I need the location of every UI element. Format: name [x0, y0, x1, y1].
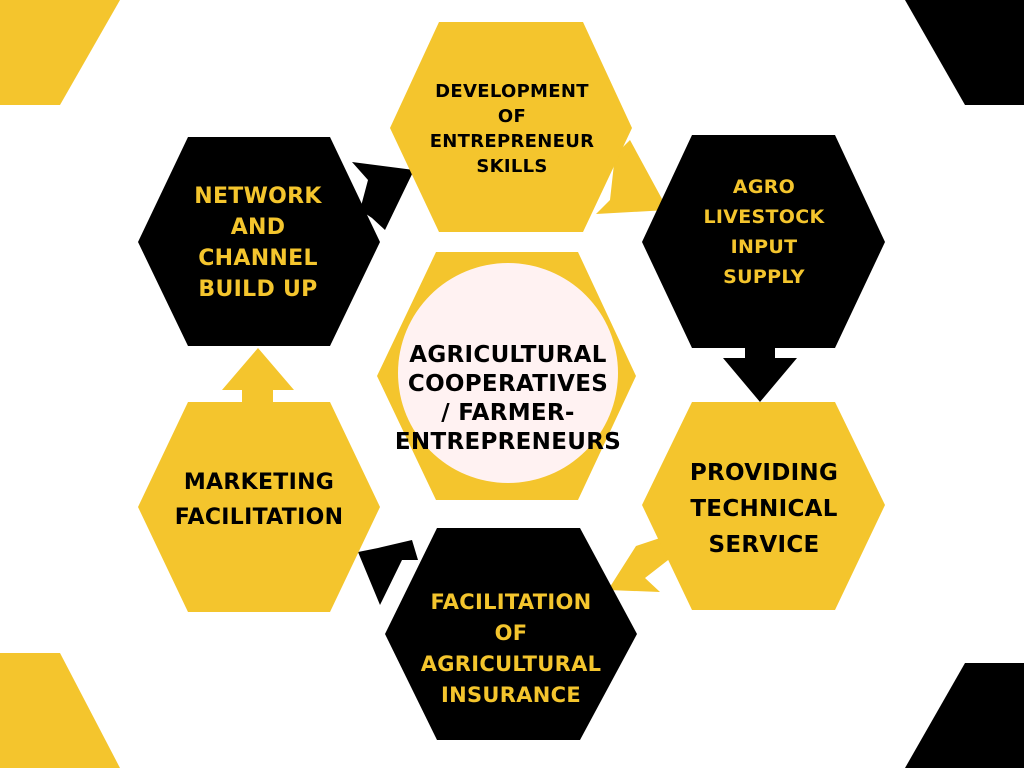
hex-insurance: [385, 528, 637, 740]
agro-label: AGRO LIVESTOCK INPUT SUPPLY: [703, 176, 825, 288]
agro-label-line: SUPPLY: [723, 266, 805, 288]
marketing-label: MARKETING FACILITATION: [175, 470, 344, 530]
center-label-line: AGRICULTURAL: [409, 342, 607, 368]
hex-development: [390, 22, 632, 232]
agro-label-line: AGRO: [733, 176, 795, 198]
network-label-line: CHANNEL: [198, 246, 318, 271]
insurance-label-line: FACILITATION: [430, 590, 591, 614]
arrow-network-to-development: [352, 162, 414, 230]
corner-shape-bottom-right: [905, 663, 1024, 768]
insurance-label-line: OF: [495, 621, 528, 645]
hex-agro: [642, 135, 885, 348]
development-label-line: SKILLS: [476, 156, 547, 177]
agro-label-line: INPUT: [731, 236, 798, 258]
marketing-label-line: FACILITATION: [175, 505, 344, 530]
network-label-line: BUILD UP: [198, 277, 317, 302]
hex-network: [138, 137, 380, 346]
development-label: DEVELOPMENT OF ENTREPRENEUR SKILLS: [430, 81, 595, 177]
center-label-line: ENTREPRENEURS: [395, 429, 621, 455]
center-label-line: / FARMER-: [441, 400, 575, 426]
arrow-marketing-to-network: [222, 348, 294, 405]
insurance-label-line: AGRICULTURAL: [421, 652, 602, 676]
development-label-line: ENTREPRENEUR: [430, 131, 595, 152]
marketing-label-line: MARKETING: [184, 470, 334, 495]
arrow-technical-to-insurance: [608, 538, 672, 592]
hex-technical: [642, 402, 885, 610]
network-label-line: AND: [231, 215, 286, 240]
development-label-line: DEVELOPMENT: [435, 81, 589, 102]
corner-shape-top-left: [0, 0, 120, 105]
center-circle: [398, 263, 618, 483]
arrow-development-to-agro: [596, 140, 668, 214]
technical-label-line: SERVICE: [708, 532, 819, 558]
center-label-line: COOPERATIVES: [408, 371, 608, 397]
technical-label-line: TECHNICAL: [690, 496, 837, 522]
technical-label: PROVIDING TECHNICAL SERVICE: [690, 460, 838, 558]
network-label: NETWORK AND CHANNEL BUILD UP: [194, 184, 322, 302]
hex-marketing: [138, 402, 380, 612]
technical-label-line: PROVIDING: [690, 460, 838, 486]
arrow-insurance-to-marketing: [358, 540, 418, 605]
development-label-line: OF: [498, 106, 526, 127]
corner-shape-bottom-left: [0, 653, 120, 768]
insurance-label-line: INSURANCE: [441, 683, 581, 707]
corner-shape-top-right: [905, 0, 1024, 105]
insurance-label: FACILITATION OF AGRICULTURAL INSURANCE: [421, 590, 602, 707]
network-label-line: NETWORK: [194, 184, 322, 209]
center-label: AGRICULTURAL COOPERATIVES / FARMER- ENTREPR…: [395, 342, 621, 455]
agro-label-line: LIVESTOCK: [703, 206, 825, 228]
arrow-agro-to-technical: [723, 342, 797, 402]
